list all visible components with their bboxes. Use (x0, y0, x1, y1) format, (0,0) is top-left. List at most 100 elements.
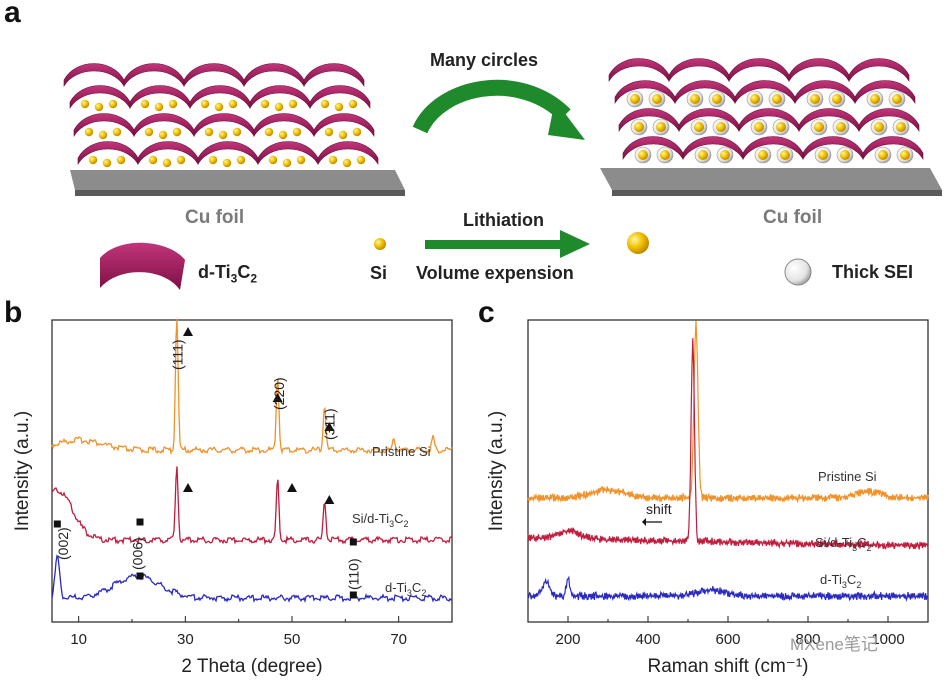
ti3c2-sheet (848, 58, 910, 83)
series-label-pristine-si: Pristine Si (372, 444, 431, 459)
peak-label: (110) (346, 558, 362, 590)
si-particle (112, 127, 122, 137)
legend-si: Si (370, 263, 388, 283)
ti3c2-sheet (317, 141, 379, 166)
ti3c2-sheet (678, 108, 740, 133)
peak-label: (311) (322, 408, 338, 440)
series-label-si-d-ti3c2: Si/d-Ti3C2 (352, 511, 409, 529)
si-particle (228, 99, 238, 109)
si-particle (892, 94, 902, 104)
si-particle (168, 99, 178, 109)
si-particle (832, 94, 842, 104)
xrd-series (51, 466, 453, 546)
ti3c2-sheet (734, 80, 796, 105)
ti3c2-sheet (309, 85, 371, 110)
si-particle (324, 127, 334, 137)
panel-c-letter: c (478, 296, 495, 329)
si-particle (214, 102, 224, 112)
si-particle (694, 122, 704, 132)
ti3c2-sheet (668, 58, 730, 83)
si-particle (116, 155, 126, 165)
si-particle (94, 102, 104, 112)
series-label-pristine-si: Pristine Si (818, 469, 877, 484)
peak-label: (220) (271, 377, 287, 410)
si-particle (292, 127, 302, 137)
si-particle (84, 127, 94, 137)
raman-series (527, 320, 929, 504)
ti3c2-peak-marker (349, 591, 357, 599)
si-particle (236, 155, 246, 165)
panel-b-letter: b (4, 296, 23, 329)
x-tick-label: 10 (70, 631, 87, 648)
right-electrode (600, 58, 942, 196)
ti3c2-sheet (742, 136, 804, 161)
ti3c2-peak-marker (136, 518, 144, 526)
si-particle (818, 150, 828, 160)
ti3c2-peak-marker (349, 538, 357, 546)
ti3c2-sheet (802, 136, 864, 161)
si-particle (108, 99, 118, 109)
ti3c2-sheet (738, 108, 800, 133)
si-particle (140, 99, 150, 109)
ti3c2-sheet (608, 58, 670, 83)
ti3c2-sheet (728, 58, 790, 83)
ti3c2-sheet (622, 136, 684, 161)
ti3c2-sheet (243, 63, 305, 88)
ti3c2-sheet (63, 63, 125, 88)
si-particle (144, 127, 154, 137)
ti3c2-sheet (794, 80, 856, 105)
shift-label: shift (646, 501, 672, 517)
si-particle (754, 122, 764, 132)
si-particle (652, 94, 662, 104)
si-peak-marker (324, 422, 335, 431)
ti3c2-peak-marker (136, 572, 144, 580)
si-particle (232, 127, 242, 137)
d-ti3c2-sheet-icon (100, 242, 185, 290)
si-particle (810, 94, 820, 104)
si-particle (660, 150, 670, 160)
si-particle (716, 122, 726, 132)
plot-frame (51, 319, 453, 623)
si-particle (356, 155, 366, 165)
si-particle (154, 102, 164, 112)
si-particle (630, 94, 640, 104)
panel-a-illustration (63, 58, 942, 290)
ti3c2-sheet (183, 63, 245, 88)
lithiation-label: Lithiation (463, 210, 544, 230)
lithiated-si-icon (627, 232, 649, 254)
si-particle (874, 122, 884, 132)
si-particle (836, 122, 846, 132)
si-particle (264, 127, 274, 137)
si-particle (218, 130, 228, 140)
si-particle (320, 99, 330, 109)
si-particle (288, 99, 298, 109)
si-particle (638, 150, 648, 160)
si-particle (656, 122, 666, 132)
si-particle (334, 102, 344, 112)
raman-series (527, 338, 929, 550)
ti3c2-sheet (618, 108, 680, 133)
si-particle (204, 127, 214, 137)
x-axis-label: 2 Theta (degree) (181, 656, 322, 677)
si-particle (200, 99, 210, 109)
si-particle (328, 155, 338, 165)
cycle-label: Many circles (430, 50, 539, 70)
thick-sei-icon (784, 258, 812, 286)
si-peak-marker (287, 483, 297, 492)
y-axis-label: Intensity (a.u.) (486, 411, 507, 531)
volume-expansion-label: Volume expension (416, 263, 574, 283)
si-particle (102, 158, 112, 168)
cu-foil-right (600, 168, 942, 190)
si-particle (878, 150, 888, 160)
panel-a-letter: a (4, 0, 21, 29)
si-peak-marker (324, 495, 335, 504)
x-tick-label: 1000 (871, 631, 904, 648)
si-particle (900, 150, 910, 160)
si-particle (98, 130, 108, 140)
si-peak-marker (183, 483, 193, 492)
legend-d-ti3c2: d-Ti3C2 (198, 262, 258, 286)
x-axis-label: Raman shift (cm⁻¹) (648, 656, 809, 677)
si-particle (162, 158, 172, 168)
xrd-series (51, 554, 453, 604)
si-particle (772, 94, 782, 104)
